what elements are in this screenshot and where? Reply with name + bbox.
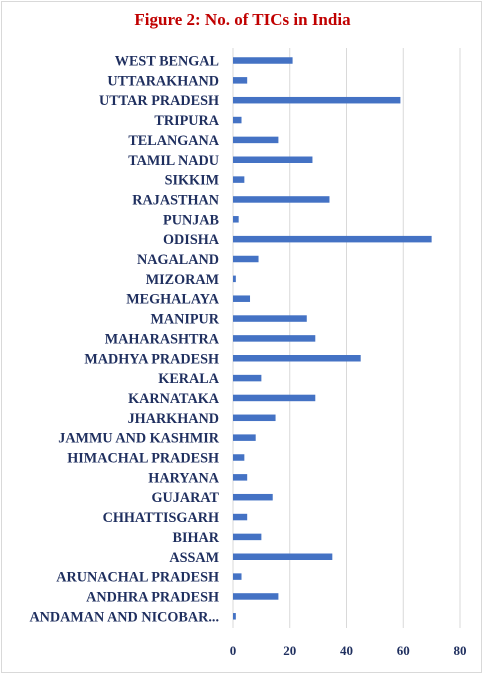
category-label: MEGHALAYA [126,292,220,308]
category-label: MIZORAM [146,272,219,288]
bar-tripura [233,116,242,124]
bar-andaman-and-nicobar [233,613,236,620]
bar-chhattisgarh [233,513,248,521]
bar-manipur [233,315,307,322]
bar-assam [233,553,333,560]
bar-meghalaya [233,295,251,302]
category-label: UTTAR PRADESH [99,93,219,109]
bar-sikkim [233,176,245,183]
bar-west-bengal [233,57,293,64]
category-label: WEST BENGAL [115,54,219,70]
bar-gujarat [233,493,273,501]
category-label: HARYANA [148,470,219,486]
bar-himachal-pradesh [233,454,245,461]
category-label: TRIPURA [154,113,219,129]
category-label: PUNJAB [163,212,219,228]
category-label: GUJARAT [151,490,219,506]
category-labels: WEST BENGAL UTTARAKHAND UTTAR PRADESH TRIPU… [29,54,219,626]
category-label: KERALA [158,371,219,387]
bar-jammu-and-kashmir [233,434,256,441]
bar-maharashtra [233,335,316,342]
bar-kerala [233,374,262,382]
category-label: MADHYA PRADESH [84,351,219,367]
category-label: JAMMU AND KASHMIR [58,431,220,447]
bar-uttar-pradesh [233,96,401,104]
category-label: MANIPUR [150,312,219,328]
bar-jharkhand [233,414,276,422]
x-tick-label: 80 [454,643,467,658]
category-label: MAHARASHTRA [105,331,220,347]
x-tick-label: 60 [397,643,410,658]
bar-arunachal-pradesh [233,573,242,580]
category-label: ANDAMAN AND NICOBAR... [29,609,219,625]
bar-odisha [233,235,432,243]
bar-rajasthan [233,196,330,203]
x-tick-label: 20 [283,643,296,658]
x-axis-ticks: 0 20 40 60 80 [230,643,467,658]
bar-mizoram [233,275,236,283]
category-label: ODISHA [163,232,220,248]
category-label: ASSAM [169,550,219,566]
bar-tamil-nadu [233,156,313,163]
category-label: TAMIL NADU [128,153,219,169]
category-label: BIHAR [172,530,219,546]
category-label: ANDHRA PRADESH [86,589,219,605]
bar-uttarakhand [233,77,248,84]
x-tick-label: 0 [230,643,237,658]
category-label: HIMACHAL PRADESH [67,451,219,467]
bar-karnataka [233,394,316,402]
bar-bihar [233,533,262,541]
category-label: TELANGANA [128,133,219,149]
category-label: CHHATTISGARH [103,510,219,526]
category-label: JHARKHAND [128,411,219,427]
bars [233,57,432,620]
bar-telangana [233,136,279,144]
x-tick-label: 40 [340,643,353,658]
category-label: RAJASTHAN [132,192,219,208]
bar-haryana [233,474,248,481]
category-label: UTTARAKHAND [107,73,219,89]
bar-nagaland [233,255,259,263]
category-label: NAGALAND [137,252,219,268]
bar-andhra-pradesh [233,593,279,600]
category-label: KARNATAKA [128,391,220,407]
chart-title: Figure 2: No. of TICs in India [134,10,351,29]
category-label: ARUNACHAL PRADESH [56,570,219,586]
category-label: SIKKIM [165,173,219,189]
bar-punjab [233,216,239,223]
bar-madhya-pradesh [233,355,361,362]
